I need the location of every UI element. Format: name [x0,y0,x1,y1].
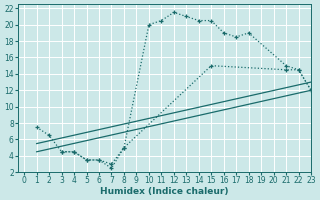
X-axis label: Humidex (Indice chaleur): Humidex (Indice chaleur) [100,187,229,196]
